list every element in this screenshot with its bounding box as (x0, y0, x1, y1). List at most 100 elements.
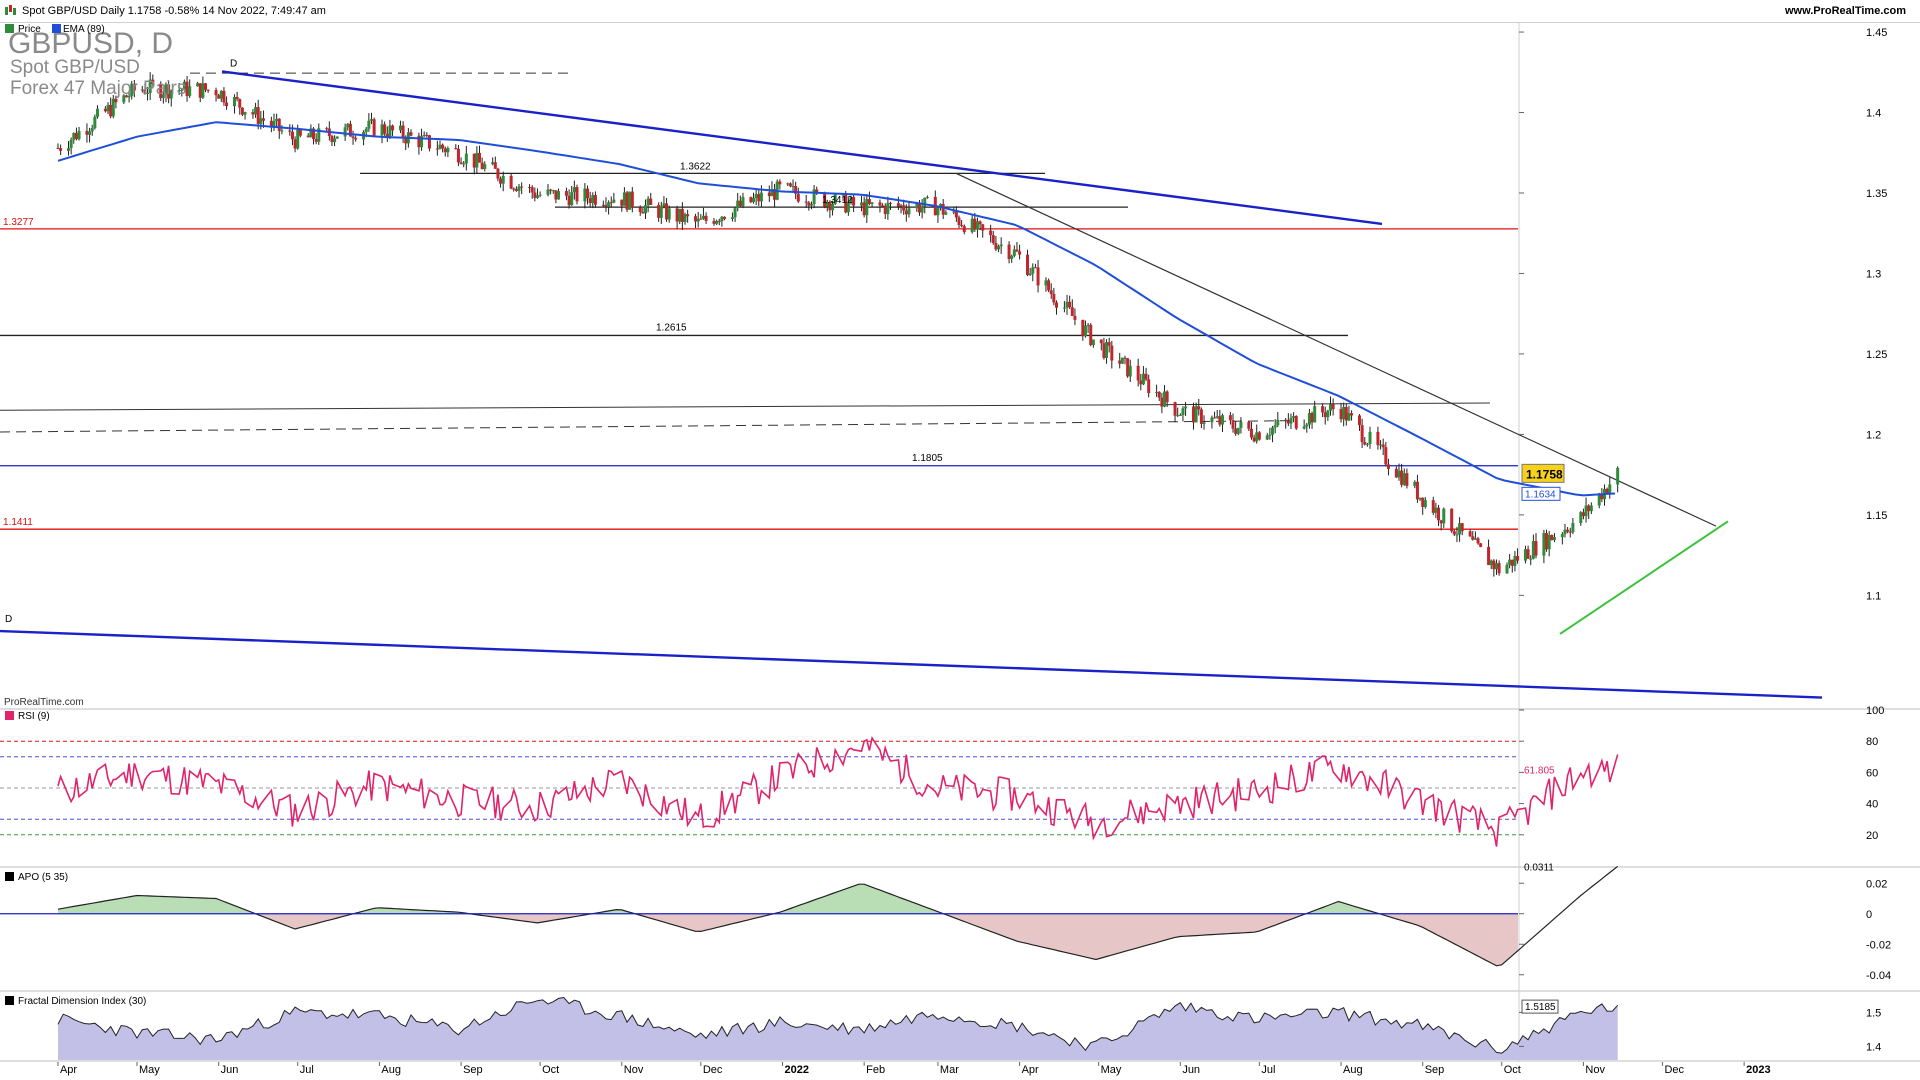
candle-body (754, 194, 758, 199)
candle-body (1531, 541, 1535, 559)
candle-body (1597, 493, 1601, 506)
candle-body (1331, 404, 1335, 410)
candle-body (280, 130, 284, 132)
candle-body (749, 197, 753, 203)
candle-body (77, 130, 81, 140)
candle-body (1265, 435, 1269, 440)
candle-body (388, 125, 392, 137)
candle-body (188, 86, 192, 97)
candle-body (659, 206, 663, 218)
trend-marker-d: D (5, 614, 12, 625)
candle-body (1350, 413, 1354, 416)
candle-body (904, 210, 908, 215)
candle-body (298, 129, 302, 136)
candle-body (385, 133, 389, 137)
candle-body (646, 198, 650, 206)
candle-body (991, 235, 995, 244)
candle-body (680, 208, 684, 222)
candle-body (941, 204, 945, 215)
fdi-area (58, 997, 1618, 1060)
candle-body (1489, 560, 1493, 566)
last-price-badge (1521, 463, 1565, 483)
candle-body (567, 195, 571, 206)
candle-body (493, 162, 497, 169)
candle-body (960, 225, 964, 227)
y-tick-label: 80 (1866, 736, 1878, 748)
x-tick-label: Mar (940, 1064, 959, 1076)
y-tick-label: 1.35 (1866, 188, 1887, 200)
candle-body (1157, 391, 1161, 398)
candle-body (804, 201, 808, 203)
x-tick-label: May (139, 1064, 160, 1076)
candle-body (1010, 255, 1014, 259)
chart-header: Spot GBP/USD Daily 1.1758 -0.58% 14 Nov … (0, 0, 1920, 23)
candle-body (124, 95, 128, 98)
candle-body (554, 190, 558, 200)
candle-body (759, 192, 763, 202)
apo-negative-area (58, 913, 1518, 966)
candle-body (1276, 419, 1280, 426)
candle-body (694, 216, 698, 222)
candle-body (240, 107, 244, 115)
candle-body (435, 148, 439, 150)
candle-body (1542, 533, 1546, 556)
candle-body (306, 135, 310, 138)
candle-body (441, 144, 445, 149)
apo-last-value: 0.0311 (1524, 862, 1554, 873)
rsi-last-value: 61.805 (1524, 766, 1555, 777)
trend-marker-d: D (230, 59, 237, 70)
candle-body (472, 153, 476, 168)
candle-body (551, 190, 555, 192)
candle-body (217, 95, 221, 99)
candle-body (994, 243, 998, 250)
candle-body (456, 148, 460, 163)
y-tick-label: 0.02 (1866, 878, 1887, 890)
fdi-legend: Fractal Dimension Index (30) (18, 996, 146, 1007)
chart-canvas[interactable]: 1.45 1.4 1.35 1.3 1.25 1.2 1.15 1.1 100 80 60 40 20 0… (0, 22, 1920, 1080)
rsi-legend-swatch (5, 711, 14, 720)
last-price-value: 1.1758 (1526, 467, 1563, 481)
x-tick-label: 2022 (784, 1064, 808, 1076)
candle-body (628, 191, 632, 210)
y-tick-label: 1.2 (1866, 429, 1881, 441)
candle-body (683, 214, 687, 222)
candle-body (723, 216, 727, 219)
candle-body (462, 163, 466, 165)
candle-body (69, 139, 73, 149)
candle-body (483, 164, 487, 169)
candle-body (1587, 505, 1591, 512)
level-annotation: 1.3412 (822, 195, 853, 206)
candle-body (1126, 358, 1130, 377)
candle-body (1257, 432, 1261, 440)
x-tick-label: Jul (1261, 1064, 1275, 1076)
candle-body (1571, 523, 1575, 533)
candle-body (1252, 437, 1256, 442)
candle-body (1418, 497, 1422, 500)
candle-body (570, 192, 574, 206)
apo-positive-area (58, 884, 1518, 914)
candle-body (146, 93, 150, 95)
candle-body (343, 127, 347, 137)
candle-body (1173, 402, 1177, 416)
candle-body (907, 208, 911, 215)
x-tick-label: Feb (866, 1064, 885, 1076)
candle-body (1563, 529, 1567, 535)
candle-body (422, 134, 426, 137)
candle-body (464, 153, 468, 164)
candle-body (1147, 379, 1151, 394)
candle-body (1236, 427, 1240, 434)
candle-body (169, 90, 173, 99)
candle-body (1400, 470, 1404, 485)
candle-body (1376, 431, 1380, 446)
candle-body (85, 130, 89, 135)
candle-body (1228, 415, 1232, 421)
site-url[interactable]: www.ProRealTime.com (1784, 5, 1906, 17)
candle-body (1120, 357, 1124, 364)
candle-body (1313, 406, 1317, 423)
candle-body (612, 199, 616, 203)
x-tick-label: Jun (221, 1064, 239, 1076)
candle-body (88, 131, 92, 135)
ema-legend-swatch (52, 24, 61, 33)
candle-body (1215, 416, 1219, 418)
candle-body (127, 96, 131, 98)
